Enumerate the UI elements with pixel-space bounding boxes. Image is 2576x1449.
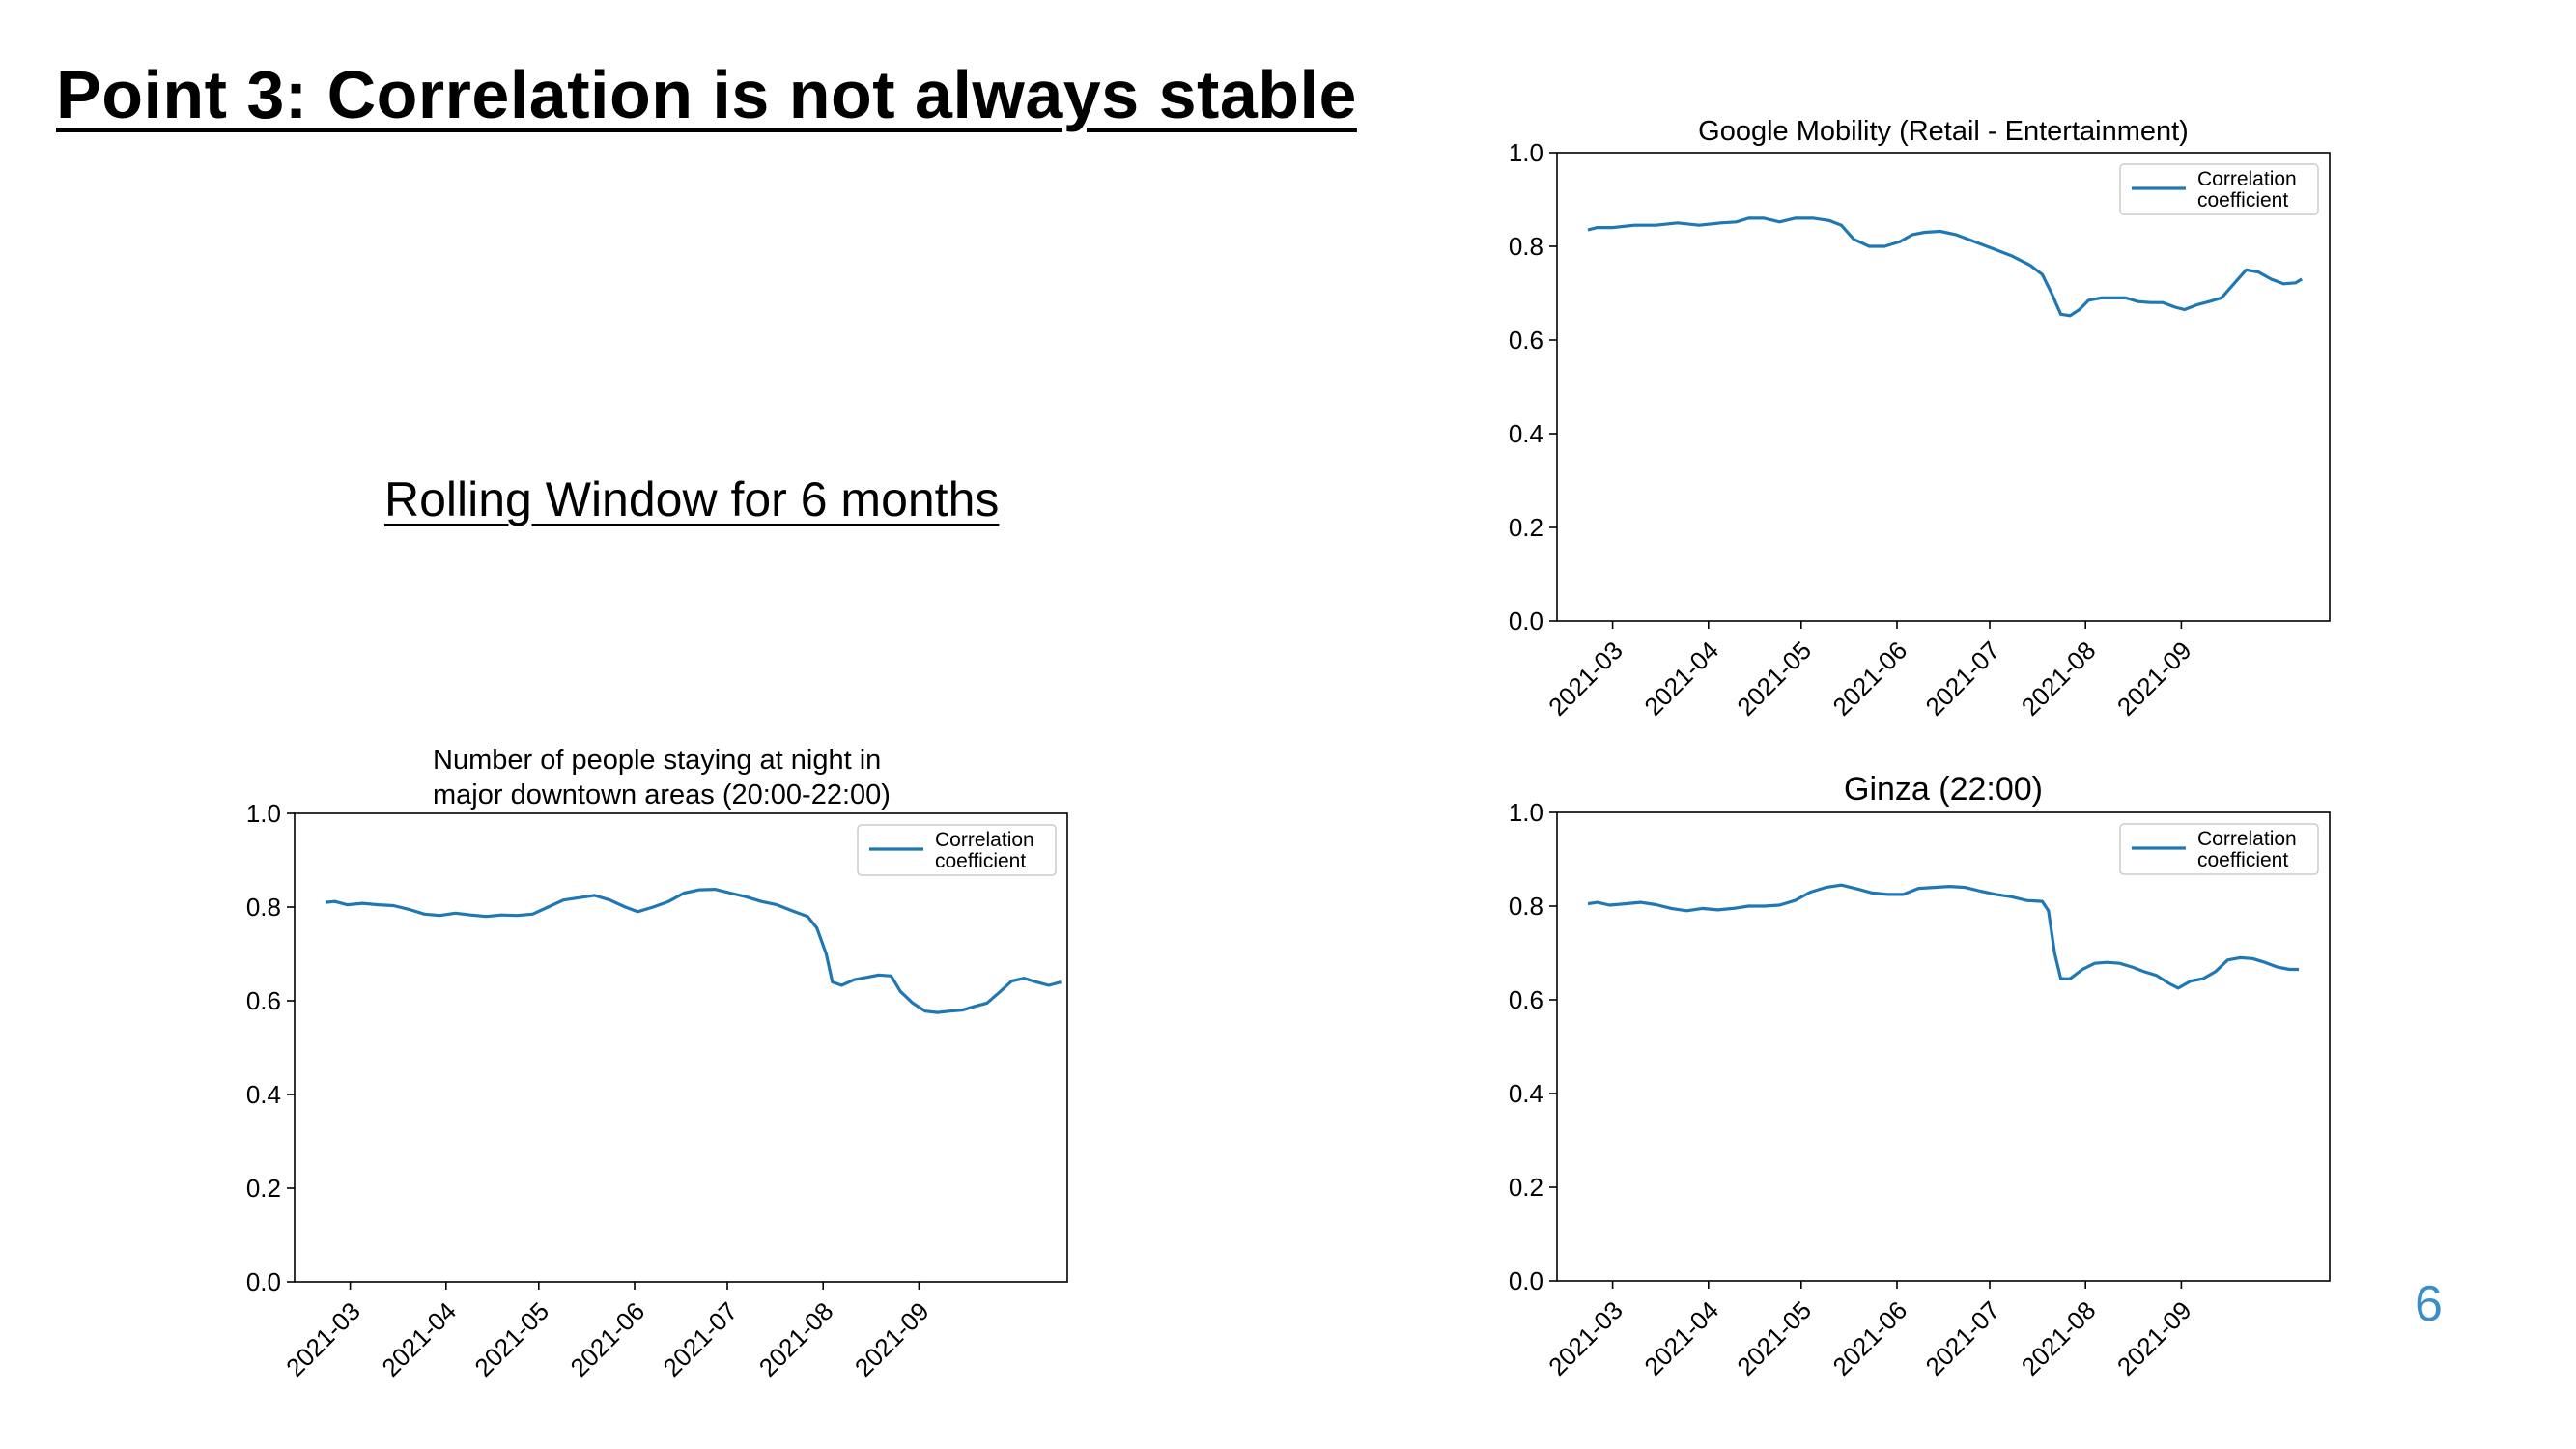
series-line xyxy=(1587,883,2299,990)
y-tick-label: 0.8 xyxy=(1509,892,1543,921)
legend-box xyxy=(2119,823,2319,875)
x-tick-label: 2021-07 xyxy=(1920,1295,2006,1381)
legend-label: Correlation xyxy=(2197,828,2297,850)
y-tick-label: 0.2 xyxy=(1509,1173,1543,1202)
chart-title-line: Number of people staying at night in xyxy=(433,745,881,776)
x-tick-label: 2021-09 xyxy=(2111,1295,2197,1381)
legend-box xyxy=(857,824,1057,876)
x-tick-label: 2021-08 xyxy=(2016,1295,2102,1381)
y-tick-label: 0.0 xyxy=(246,1267,281,1296)
chart-title: Ginza (22:00) xyxy=(1844,771,2043,808)
series-line xyxy=(325,888,1062,1014)
y-tick-label: 0.4 xyxy=(1509,419,1543,448)
y-tick-label: 0.6 xyxy=(246,986,281,1015)
chart-title: Google Mobility (Retail - Entertainment) xyxy=(1698,116,2189,147)
legend-label: coefficient xyxy=(2197,849,2288,871)
y-tick-label: 1.0 xyxy=(1509,798,1543,827)
series-line xyxy=(1587,216,2304,318)
x-tick-label: 2021-05 xyxy=(1731,1295,1817,1381)
y-tick-label: 0.2 xyxy=(246,1174,281,1203)
y-tick-label: 0.4 xyxy=(1509,1079,1543,1108)
y-tick-label: 0.6 xyxy=(1509,985,1543,1014)
y-tick-label: 0.6 xyxy=(1509,326,1543,355)
y-tick-label: 0.8 xyxy=(246,893,281,922)
page-number: 6 xyxy=(2415,1276,2443,1332)
y-tick-label: 0.2 xyxy=(1509,513,1543,542)
rolling-window-subtitle: Rolling Window for 6 months xyxy=(384,472,1000,526)
legend-box xyxy=(2119,163,2319,215)
legend-label: Correlation xyxy=(935,829,1034,851)
y-tick-label: 1.0 xyxy=(246,799,281,828)
y-tick-label: 0.4 xyxy=(246,1080,281,1109)
y-tick-label: 1.0 xyxy=(1509,138,1543,167)
plot-frame xyxy=(294,812,1068,1283)
legend-label: coefficient xyxy=(2197,189,2288,212)
plot-frame xyxy=(1556,152,2331,622)
y-tick-label: 0.8 xyxy=(1509,232,1543,261)
plot-frame xyxy=(1556,811,2331,1282)
legend-label: Correlation xyxy=(2197,168,2297,190)
slide-title: Point 3: Correlation is not always stabl… xyxy=(56,57,1357,132)
x-tick-label: 2021-03 xyxy=(1543,1295,1628,1381)
y-tick-label: 0.0 xyxy=(1509,1266,1543,1295)
x-tick-label: 2021-04 xyxy=(1638,1295,1724,1381)
y-tick-label: 0.0 xyxy=(1509,607,1543,636)
x-tick-label: 2021-06 xyxy=(1827,1295,1913,1381)
chart-title-line: major downtown areas (20:00-22:00) xyxy=(433,780,891,810)
legend-label: coefficient xyxy=(935,850,1026,872)
